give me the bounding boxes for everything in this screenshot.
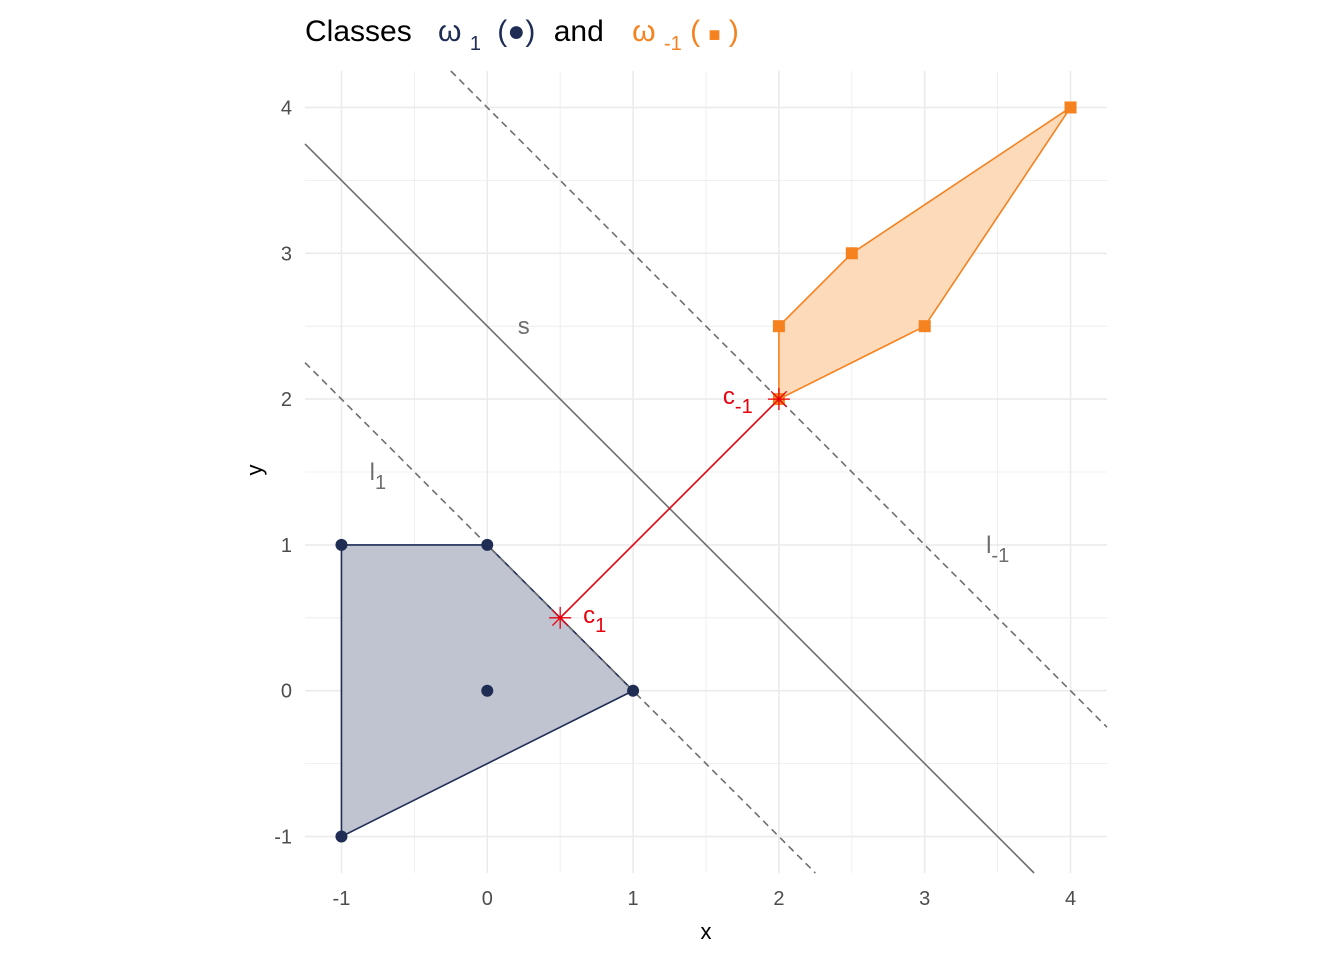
chart-title: Classes ω 1 (●) and ω -1 ( ■ ) xyxy=(305,15,739,57)
class1-point xyxy=(335,538,348,551)
line-label: l-1 xyxy=(986,532,1009,567)
center-connector xyxy=(559,398,780,619)
line-label-main: l xyxy=(986,532,991,559)
x-tick-label: 1 xyxy=(628,888,639,910)
title-class1-marker: (●) xyxy=(497,15,535,48)
title-prefix: Classes xyxy=(305,15,412,48)
line-label-main: l xyxy=(370,459,375,486)
center-label-sub: 1 xyxy=(595,615,606,637)
center-label: c-1 xyxy=(723,383,753,418)
x-tick-label: 4 xyxy=(1065,888,1076,910)
center-marker-stroke xyxy=(770,390,788,408)
class2-point xyxy=(772,320,785,333)
title-class2-marker-close: ) xyxy=(729,15,739,48)
line-label: l1 xyxy=(370,459,386,494)
class1-point xyxy=(627,684,640,697)
class1-point xyxy=(335,830,348,843)
center-label: c1 xyxy=(583,602,606,637)
class2-point xyxy=(845,247,858,260)
center-label-main: c xyxy=(583,602,595,629)
y-axis-title: y xyxy=(242,465,267,476)
center-marker xyxy=(549,606,572,629)
line-label-sub: -1 xyxy=(991,545,1009,567)
y-tick-label: 2 xyxy=(281,389,292,411)
class2-point xyxy=(1064,101,1077,114)
title-class1-sub: 1 xyxy=(470,33,481,55)
title-class2-marker: ■ xyxy=(708,24,720,46)
class1-point xyxy=(481,684,494,697)
class2-point xyxy=(918,320,931,333)
y-tick-label: -1 xyxy=(274,827,292,849)
x-tick-label: -1 xyxy=(333,888,351,910)
y-tick-label: 3 xyxy=(281,243,292,265)
y-tick-label: 0 xyxy=(281,681,292,703)
center-link xyxy=(559,398,780,619)
center-marker xyxy=(767,388,790,411)
center-label-main: c xyxy=(723,383,735,410)
line-label: s xyxy=(518,313,530,340)
title-joiner: and xyxy=(554,15,604,48)
x-tick-label: 0 xyxy=(482,888,493,910)
center-label-sub: -1 xyxy=(735,396,753,418)
center-marker-stroke xyxy=(551,609,569,627)
class1-point xyxy=(481,538,494,551)
class2-hull xyxy=(778,106,1072,401)
x-tick-label: 3 xyxy=(919,888,930,910)
title-class1-symbol: ω xyxy=(438,15,461,48)
centers: c1c-1 xyxy=(549,383,790,637)
line-l-1 xyxy=(450,70,1108,728)
y-tick-label: 4 xyxy=(281,97,292,119)
title-class2-symbol: ω xyxy=(632,15,655,48)
title-class2-sub: -1 xyxy=(664,33,682,55)
line-label-sub: 1 xyxy=(375,472,386,494)
x-tick-label: 2 xyxy=(773,888,784,910)
title-class2-marker-open: ( xyxy=(690,15,700,48)
y-tick-label: 1 xyxy=(281,535,292,557)
tick-labels: -1 0 1 2 3 4 -1 0 1 2 3 4 xyxy=(274,97,1076,910)
line-label-main: s xyxy=(518,313,530,340)
x-axis-title: x xyxy=(701,919,712,944)
